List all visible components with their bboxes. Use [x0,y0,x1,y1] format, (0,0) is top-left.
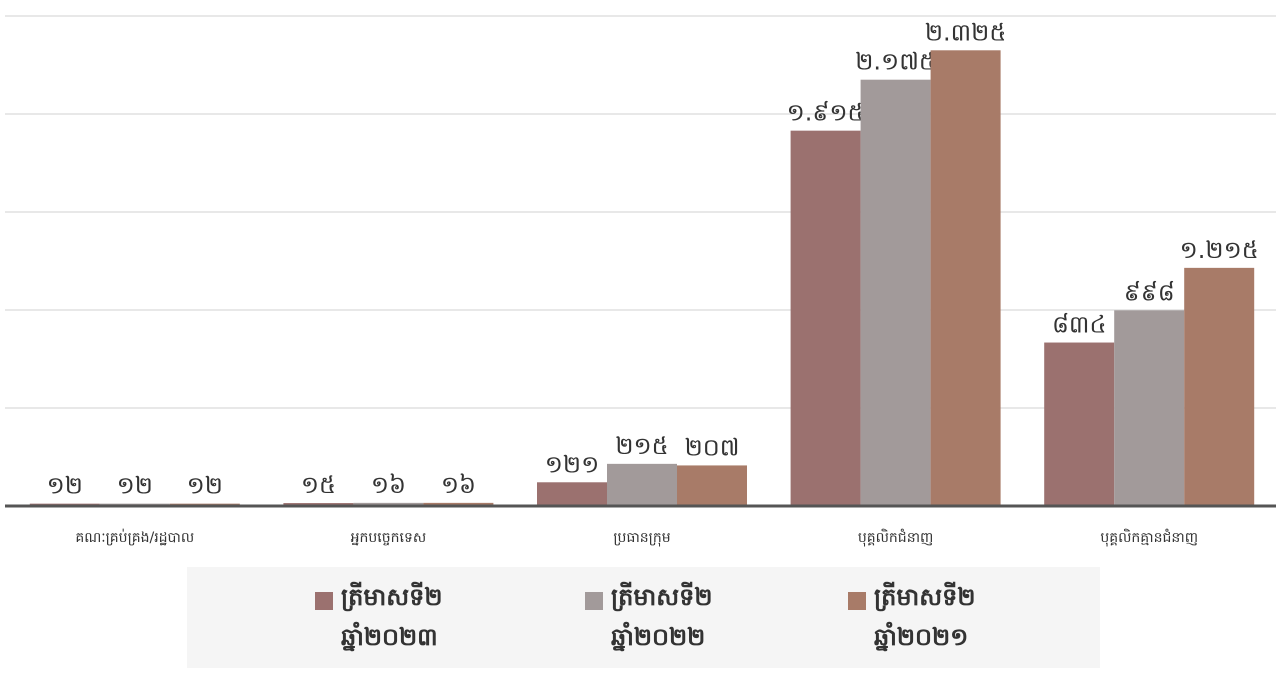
data-label: ១៥ [301,471,336,499]
data-label: ២០៧ [685,433,740,461]
data-label: ១២ [117,472,153,500]
legend-label: ត្រីមាសទី២ ឆ្នាំ២០២២ [611,583,713,651]
data-label: ១.២១៥ [1180,236,1259,264]
data-label: ១៦ [441,471,476,499]
data-label: ១២ [187,472,223,500]
data-label: ៨៣៤ [1052,311,1107,339]
bar [1184,267,1255,506]
data-label: ២១៥ [615,432,668,460]
legend-item: ត្រីមាសទី២ ឆ្នាំ២០២២ [585,577,811,657]
legend-label: ត្រីមាសទី២ ឆ្នាំ២០២១ [874,583,976,651]
bar [790,130,861,506]
data-label: ១២១ [545,450,600,478]
data-label: ២.១៧៥ [855,48,936,76]
legend-item: ត្រីមាសទី២ ឆ្នាំ២០២១ [848,577,1074,657]
x-tick-label: បុគ្គលិកគ្មានជំនាញ [1100,528,1198,547]
data-label: ២.៣២៥ [925,18,1006,46]
legend-swatch [315,592,333,610]
data-label: ៩៩៨ [1124,278,1175,306]
legend-label: ត្រីមាសទី២ ឆ្នាំ២០២៣ [341,583,443,651]
bar [537,482,607,506]
legend-swatch [848,592,866,610]
bar [677,465,747,506]
data-label: ១៦ [371,471,406,499]
chart: គណៈគ្រប់គ្រង/រដ្ឋបាល ១២ ១២ ១២អ្នកបច្ចេកទេស ១… [5,15,1276,547]
bar [1044,342,1115,506]
bar [860,79,931,506]
data-label: ១.៩១៥ [787,99,865,127]
legend-item: ត្រីមាសទី២ ឆ្នាំ២០២៣ [315,577,541,657]
bar [423,502,494,506]
bar [930,50,1001,507]
bar [1114,310,1185,506]
data-label: ១២ [47,472,83,500]
legend-swatch [585,592,603,610]
x-tick-label: អ្នកបច្ចេកទេស [351,530,427,546]
x-tick-label: បុគ្គលិកជំនាញ [858,528,934,547]
bar [353,502,424,506]
bar [607,463,677,506]
legend: ត្រីមាសទី២ ឆ្នាំ២០២៣ ត្រីមាសទី២ ឆ្នាំ២០២២… [187,567,1100,668]
x-tick-label: គណៈគ្រប់គ្រង/រដ្ឋបាល [75,528,194,546]
x-tick-label: ប្រធានក្រុម [613,530,670,547]
